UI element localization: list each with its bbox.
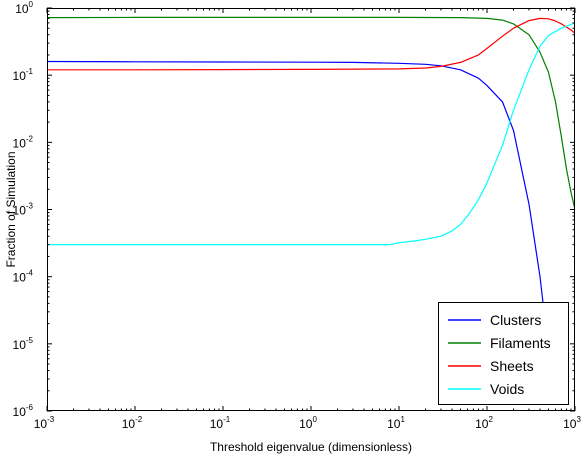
legend-item-clusters: Clusters bbox=[448, 312, 541, 328]
legend-label: Clusters bbox=[490, 312, 541, 328]
y-tick-label: 10-1 bbox=[13, 67, 34, 83]
legend-label: Filaments bbox=[490, 335, 551, 351]
x-tick-label: 10-2 bbox=[122, 415, 143, 431]
x-tick-label: 10-1 bbox=[210, 415, 231, 431]
x-tick-label: 102 bbox=[475, 415, 493, 431]
legend-item-voids: Voids bbox=[448, 381, 524, 397]
x-tick-label: 103 bbox=[563, 415, 581, 431]
series-line-voids bbox=[47, 22, 575, 246]
legend: Clusters Filaments Sheets Voids bbox=[438, 302, 569, 405]
y-tick-label: 10-3 bbox=[13, 202, 34, 218]
ticks-layer: 10-3 10-2 10-1 100 101 102 103 10-6 10-5 10-4 10-3… bbox=[13, 0, 582, 431]
y-tick-label: 10-6 bbox=[13, 403, 34, 419]
series-line-filaments bbox=[47, 16, 575, 210]
x-axis-title: Threshold eigenvalue (dimensionless) bbox=[210, 440, 412, 454]
series-line-sheets bbox=[47, 17, 575, 71]
legend-label: Sheets bbox=[490, 358, 534, 374]
x-tick-label: 101 bbox=[387, 415, 405, 431]
series-layer bbox=[47, 16, 575, 351]
y-tick-label: 100 bbox=[15, 0, 33, 16]
legend-item-filaments: Filaments bbox=[448, 335, 551, 351]
series-line-clusters bbox=[47, 60, 550, 351]
legend-item-sheets: Sheets bbox=[448, 358, 534, 374]
legend-label: Voids bbox=[490, 381, 524, 397]
y-tick-label: 10-4 bbox=[13, 269, 34, 285]
y-tick-label: 10-2 bbox=[13, 134, 34, 150]
y-axis-title: Fraction of Simulation bbox=[4, 151, 18, 267]
x-tick-label: 100 bbox=[299, 415, 317, 431]
y-tick-label: 10-5 bbox=[13, 336, 34, 352]
x-tick-label: 10-3 bbox=[34, 415, 55, 431]
